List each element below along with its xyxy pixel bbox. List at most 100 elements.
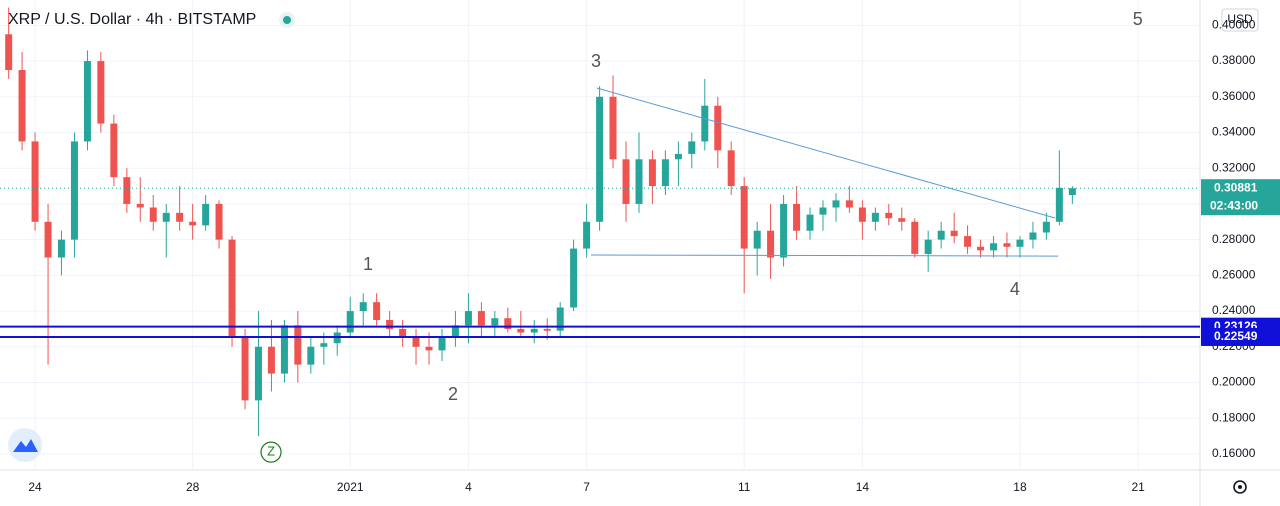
logo-mark xyxy=(13,439,38,452)
candle-body xyxy=(885,212,893,219)
candle-body xyxy=(346,311,354,333)
candle-body xyxy=(911,221,919,254)
candle-body xyxy=(819,207,827,215)
wave-label: 2 xyxy=(448,384,458,404)
candle-body xyxy=(806,214,814,231)
candle-body xyxy=(767,230,775,258)
x-tick-label: 24 xyxy=(28,480,42,494)
y-tick-label: 0.16000 xyxy=(1212,446,1256,460)
candle-body xyxy=(18,70,26,142)
currency-box[interactable] xyxy=(1221,8,1259,32)
y-tick-label: 0.40000 xyxy=(1212,18,1256,32)
y-tick-label: 0.18000 xyxy=(1212,410,1256,424)
candle-body xyxy=(57,239,65,258)
last-price-label: 0.30881 xyxy=(1214,180,1258,194)
candle-body xyxy=(267,346,275,374)
candle-body xyxy=(753,230,761,249)
candle-body xyxy=(543,328,551,331)
level-label: 0.22549 xyxy=(1214,329,1258,343)
chart-title: XRP / U.S. Dollar · 4h · BITSTAMP xyxy=(8,11,256,28)
currency-label[interactable]: USD xyxy=(1227,12,1253,26)
candle-body xyxy=(661,159,669,187)
candle-body xyxy=(399,328,407,338)
y-tick-label: 0.24000 xyxy=(1212,303,1256,317)
candle-body xyxy=(5,34,13,70)
candle-body xyxy=(530,328,538,333)
candle-body xyxy=(359,302,367,312)
x-tick-label: 11 xyxy=(738,480,751,494)
candle-body xyxy=(241,337,249,401)
logo[interactable] xyxy=(8,428,42,462)
candle-body xyxy=(176,212,184,222)
candle-body xyxy=(83,61,91,142)
candle-body xyxy=(110,123,118,178)
plot-area xyxy=(0,0,1200,470)
wave-label: 5 xyxy=(1133,9,1143,29)
candle-body xyxy=(740,186,748,249)
candle-body xyxy=(977,246,985,251)
x-tick-label: 14 xyxy=(856,480,870,494)
candle-body xyxy=(701,105,709,142)
y-tick-label: 0.36000 xyxy=(1212,89,1256,103)
candle-body xyxy=(990,243,998,251)
candle-body xyxy=(149,207,157,222)
candle-body xyxy=(412,337,420,347)
x-tick-label: 28 xyxy=(186,480,200,494)
y-tick-label: 0.28000 xyxy=(1212,232,1256,246)
candle-body xyxy=(556,307,564,331)
status-dot xyxy=(283,16,291,24)
candle-body xyxy=(162,212,170,222)
x-tick-label: 18 xyxy=(1013,480,1027,494)
candle-body xyxy=(688,141,696,154)
candle-body xyxy=(950,230,958,237)
x-tick-label: 7 xyxy=(583,480,590,494)
candle-body xyxy=(596,96,604,222)
candle-body xyxy=(254,346,262,401)
candle-body xyxy=(307,346,315,365)
candle-body xyxy=(425,346,433,351)
candle-body xyxy=(1029,232,1037,240)
candle-body xyxy=(136,203,144,208)
candle-body xyxy=(464,311,472,326)
settings-icon[interactable] xyxy=(1233,480,1247,494)
candle-body xyxy=(1068,188,1076,195)
wave-label: Z xyxy=(267,444,275,459)
candle-body xyxy=(386,320,394,329)
last-price-tag xyxy=(1201,179,1280,216)
candle-body xyxy=(44,221,52,258)
candle-body xyxy=(1042,221,1050,233)
candle-body xyxy=(924,239,932,254)
wave-label: 4 xyxy=(1010,279,1020,299)
wave-label: 3 xyxy=(591,51,601,71)
candle-body xyxy=(202,203,210,226)
candle-body xyxy=(228,239,236,338)
candle-body xyxy=(1055,187,1063,222)
candle-body xyxy=(294,325,302,365)
candle-body xyxy=(320,343,328,347)
candle-body xyxy=(858,207,866,222)
y-tick-label: 0.20000 xyxy=(1212,375,1256,389)
candle-body xyxy=(622,159,630,204)
candle-body xyxy=(1003,243,1011,247)
candle-body xyxy=(70,141,78,240)
trend-line xyxy=(590,254,1059,257)
candle-body xyxy=(583,221,591,249)
candle-body xyxy=(714,105,722,151)
x-tick-label: 2021 xyxy=(337,480,364,494)
candle-body xyxy=(517,328,525,333)
candle-body xyxy=(438,337,446,351)
candle-body xyxy=(123,177,131,204)
candle-body xyxy=(215,203,223,240)
candle-body xyxy=(727,150,735,187)
candle-body xyxy=(648,159,656,187)
wave-label: 1 xyxy=(363,254,373,274)
candle-body xyxy=(674,153,682,160)
countdown-label: 02:43:00 xyxy=(1210,198,1258,212)
candle-body xyxy=(477,311,485,326)
candle-body xyxy=(504,318,512,329)
candle-body xyxy=(845,200,853,208)
candle-body xyxy=(31,141,39,222)
candle-body xyxy=(451,325,459,338)
candle-body xyxy=(609,96,617,160)
candle-body xyxy=(937,230,945,240)
